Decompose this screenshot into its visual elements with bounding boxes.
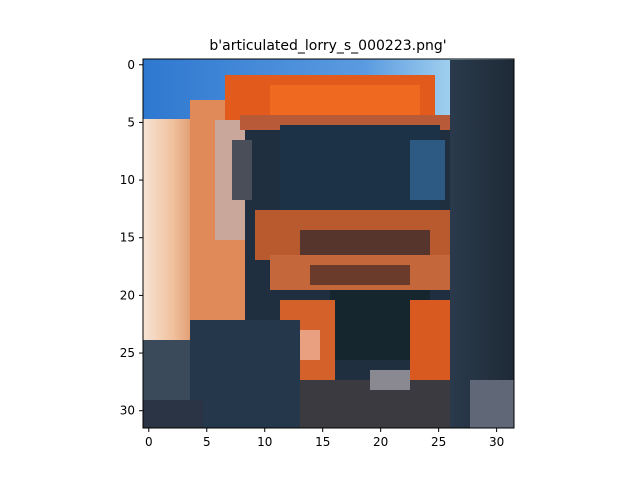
- y-axis: 0 5 10 15 20 25 30: [120, 58, 143, 418]
- image-frame: [142, 58, 515, 429]
- plot-title: b'articulated_lorry_s_000223.png': [209, 38, 446, 54]
- y-tick-label: 5: [127, 115, 135, 129]
- x-tick-label: 0: [145, 435, 153, 449]
- x-axis: 0 5 10 15 20 25 30: [145, 428, 504, 449]
- y-tick-label: 30: [120, 404, 135, 418]
- x-tick-label: 20: [373, 435, 388, 449]
- x-tick-label: 30: [489, 435, 504, 449]
- x-tick-label: 25: [431, 435, 446, 449]
- y-tick-label: 10: [120, 173, 135, 187]
- y-tick-label: 15: [120, 231, 135, 245]
- y-tick-label: 0: [127, 58, 135, 72]
- x-tick-label: 5: [203, 435, 211, 449]
- y-tick-label: 20: [120, 288, 135, 302]
- x-tick-label: 15: [315, 435, 330, 449]
- x-tick-label: 10: [257, 435, 272, 449]
- y-tick-label: 25: [120, 346, 135, 360]
- lorry-image: [143, 59, 514, 428]
